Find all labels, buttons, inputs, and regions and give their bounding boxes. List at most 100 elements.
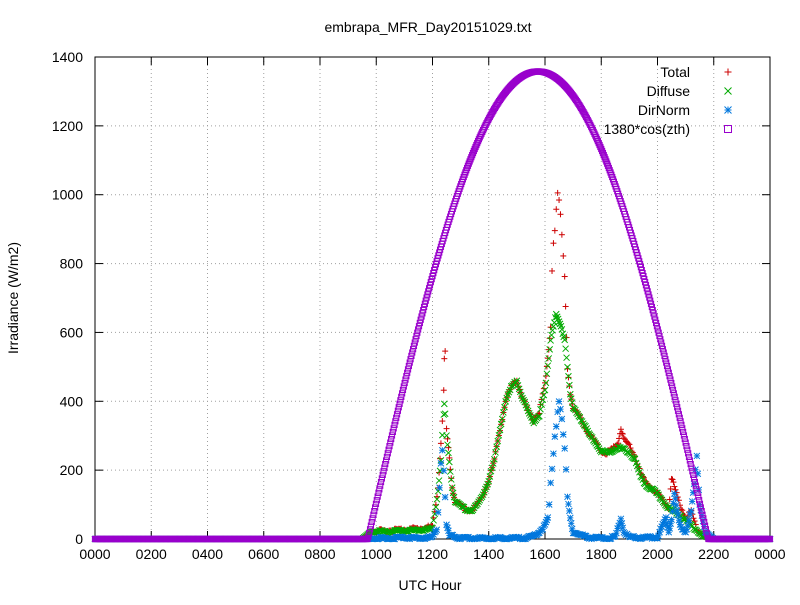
y-tick-label: 400 bbox=[60, 393, 84, 409]
x-tick-label: 0600 bbox=[248, 546, 279, 562]
data-point bbox=[441, 401, 447, 407]
data-point bbox=[564, 355, 570, 361]
data-point bbox=[445, 442, 451, 448]
data-point bbox=[441, 387, 447, 393]
data-point bbox=[550, 240, 556, 246]
data-point bbox=[448, 475, 454, 481]
data-point bbox=[668, 521, 674, 527]
y-tick-label: 1400 bbox=[52, 49, 83, 65]
data-point bbox=[542, 380, 548, 386]
chart-title: embrapa_MFR_Day20151029.txt bbox=[324, 19, 531, 35]
data-point bbox=[545, 363, 551, 369]
x-tick-label: 0800 bbox=[304, 546, 335, 562]
data-point bbox=[556, 197, 562, 203]
data-point bbox=[563, 303, 569, 309]
data-point bbox=[444, 426, 450, 432]
data-point bbox=[674, 508, 680, 514]
data-point bbox=[547, 335, 553, 341]
data-point bbox=[673, 502, 679, 508]
x-tick-label: 0200 bbox=[136, 546, 167, 562]
data-point bbox=[441, 468, 447, 474]
data-point bbox=[552, 228, 558, 234]
data-point bbox=[669, 517, 675, 523]
data-point bbox=[546, 502, 552, 508]
legend-label: Diffuse bbox=[647, 83, 691, 99]
data-point bbox=[437, 485, 443, 491]
series-dirnorm bbox=[92, 398, 773, 542]
data-point bbox=[563, 466, 569, 472]
data-point bbox=[439, 418, 445, 424]
data-point bbox=[439, 447, 445, 453]
y-tick-label: 1000 bbox=[52, 187, 83, 203]
y-tick-label: 1200 bbox=[52, 118, 83, 134]
data-point bbox=[613, 530, 619, 536]
data-point bbox=[672, 496, 678, 502]
x-tick-label: 1400 bbox=[473, 546, 504, 562]
data-point bbox=[684, 526, 690, 532]
data-point bbox=[550, 451, 556, 457]
legend-marker bbox=[725, 126, 732, 133]
data-point bbox=[445, 450, 451, 456]
data-point bbox=[545, 515, 551, 521]
legend-marker bbox=[725, 107, 732, 114]
data-point bbox=[434, 527, 440, 533]
data-point bbox=[553, 206, 559, 212]
data-point bbox=[663, 514, 669, 520]
legend-label: Total bbox=[660, 64, 690, 80]
legend-label: DirNorm bbox=[638, 102, 690, 118]
data-point bbox=[671, 491, 677, 497]
data-point bbox=[556, 398, 562, 404]
x-tick-label: 0400 bbox=[192, 546, 223, 562]
y-tick-label: 0 bbox=[75, 531, 83, 547]
x-tick-label: 1800 bbox=[586, 546, 617, 562]
data-point bbox=[559, 416, 565, 422]
data-point bbox=[562, 445, 568, 451]
data-point bbox=[565, 494, 571, 500]
data-point bbox=[566, 383, 572, 389]
data-point bbox=[444, 433, 450, 439]
data-point bbox=[541, 392, 547, 398]
data-point bbox=[563, 346, 569, 352]
data-point bbox=[542, 387, 548, 393]
data-point bbox=[562, 274, 568, 280]
x-tick-label: 1200 bbox=[417, 546, 448, 562]
data-point bbox=[559, 232, 565, 238]
data-point bbox=[436, 478, 442, 484]
data-point bbox=[557, 406, 563, 412]
x-axis-label: UTC Hour bbox=[398, 577, 461, 593]
data-point bbox=[565, 374, 571, 380]
data-point bbox=[441, 356, 447, 362]
data-point bbox=[435, 509, 441, 515]
data-point bbox=[566, 508, 572, 514]
data-point bbox=[567, 515, 573, 521]
legend: Total Diffuse DirNorm 1380*cos(zth) bbox=[604, 64, 732, 137]
x-tick-label: 2000 bbox=[642, 546, 673, 562]
x-tick-label: 0000 bbox=[754, 546, 785, 562]
data-point bbox=[685, 522, 691, 528]
data-point bbox=[438, 460, 444, 466]
data-point bbox=[442, 494, 448, 500]
y-tick-label: 200 bbox=[60, 462, 84, 478]
y-tick-label: 800 bbox=[60, 256, 84, 272]
legend-marker bbox=[725, 69, 732, 76]
data-point bbox=[438, 440, 444, 446]
data-point bbox=[552, 434, 558, 440]
data-point bbox=[675, 512, 681, 518]
data-point bbox=[568, 520, 574, 526]
data-point bbox=[688, 508, 694, 514]
data-point bbox=[548, 480, 554, 486]
data-point bbox=[549, 466, 555, 472]
legend-label: 1380*cos(zth) bbox=[604, 121, 690, 137]
data-point bbox=[543, 373, 549, 379]
data-point bbox=[694, 453, 700, 459]
data-point bbox=[560, 253, 566, 259]
x-tick-label: 0000 bbox=[79, 546, 110, 562]
data-point bbox=[565, 501, 571, 507]
data-point bbox=[549, 268, 555, 274]
data-point bbox=[676, 517, 682, 523]
y-tick-label: 600 bbox=[60, 324, 84, 340]
data-point bbox=[442, 348, 448, 354]
data-point bbox=[560, 432, 566, 438]
